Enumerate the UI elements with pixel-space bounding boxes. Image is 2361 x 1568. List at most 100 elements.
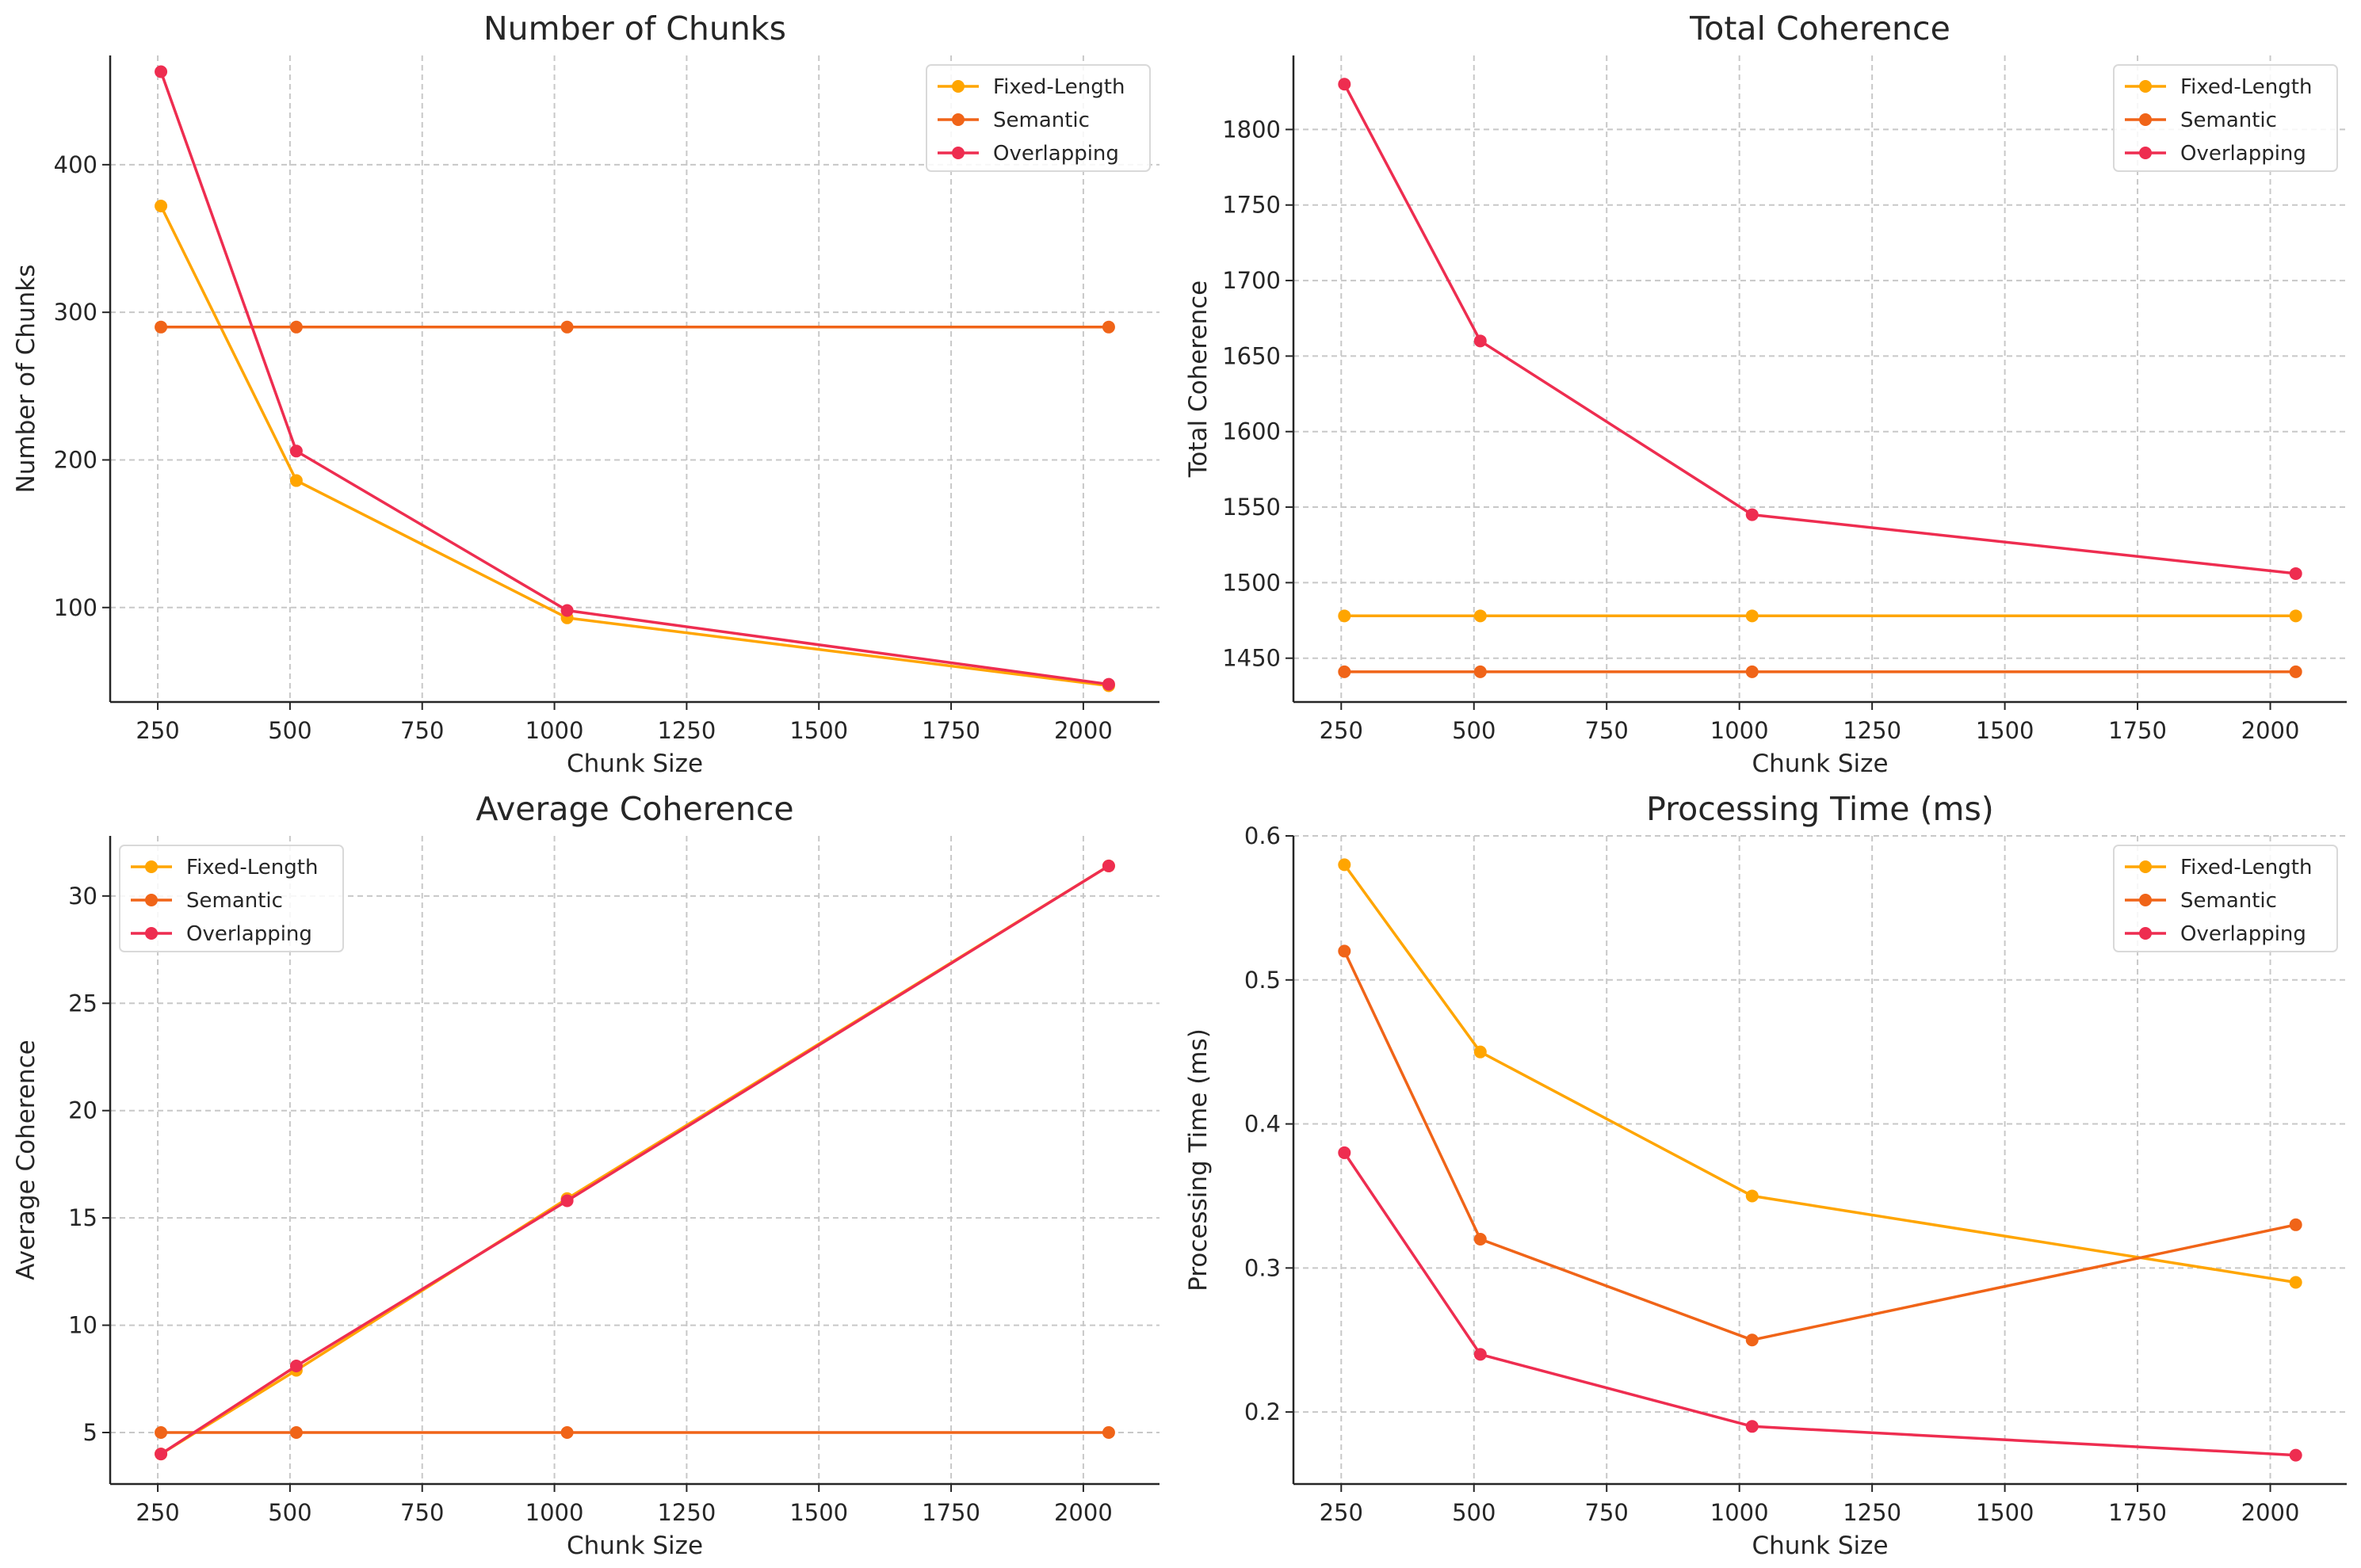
y-tick-label: 200	[54, 446, 97, 473]
y-tick-label: 0.4	[1244, 1111, 1281, 1138]
legend-label: Semantic	[993, 109, 1090, 132]
data-point	[289, 474, 303, 487]
chart-title: Average Coherence	[476, 790, 793, 828]
legend-marker	[145, 860, 158, 873]
chart-panel-2: 250 500 750 1000 1250 1500 1750 2000 1450 1500 155…	[1184, 10, 2347, 778]
data-point	[155, 1448, 168, 1461]
data-point	[1102, 1425, 1115, 1439]
chart-title: Total Coherence	[1689, 10, 1950, 48]
legend-label: Overlapping	[993, 142, 1119, 166]
x-tick-label: 2000	[2241, 717, 2300, 744]
y-tick-label: 0.2	[1244, 1398, 1281, 1425]
data-point	[1338, 78, 1351, 91]
x-tick-label: 1750	[2108, 717, 2167, 744]
chart-panel-1: 250 500 750 1000 1250 1500 1750 2000 100 200 300 40…	[12, 10, 1159, 778]
series-overlapping	[1338, 78, 2302, 580]
x-tick-label: 1500	[1976, 1499, 2034, 1526]
x-tick-label: 1500	[1976, 717, 2034, 744]
y-tick-label: 1550	[1222, 494, 1281, 521]
data-point	[1745, 609, 1759, 623]
x-tick-label: 1750	[2108, 1499, 2167, 1526]
x-tick-label: 1000	[1710, 717, 1769, 744]
x-tick-label: 500	[1452, 717, 1496, 744]
data-point	[1473, 1348, 1487, 1361]
x-tick-label: 1000	[1710, 1499, 1769, 1526]
y-tick-label: 1500	[1222, 569, 1281, 596]
data-point	[289, 444, 303, 458]
series-semantic	[1338, 665, 2302, 678]
data-point	[1473, 1045, 1487, 1059]
x-tick-label: 2000	[1054, 1499, 1113, 1526]
x-tick-label: 2000	[2241, 1499, 2300, 1526]
x-tick-label: 250	[136, 717, 179, 744]
legend-marker	[952, 80, 965, 93]
legend-marker	[2139, 894, 2152, 906]
series-line	[1343, 950, 2297, 1341]
x-axis-label: Chunk Size	[567, 1532, 703, 1560]
x-tick-label: 750	[400, 717, 444, 744]
y-tick-label: 25	[68, 990, 97, 1017]
legend: Fixed-Length Semantic Overlapping	[926, 64, 1151, 172]
series-line	[160, 864, 1110, 1455]
data-point	[1745, 1333, 1759, 1347]
legend-box	[119, 845, 344, 952]
data-point	[1102, 320, 1115, 334]
x-tick-label: 250	[136, 1499, 179, 1526]
legend-box	[2113, 845, 2338, 952]
legend-marker	[952, 147, 965, 159]
data-point	[560, 1425, 574, 1439]
data-point	[2289, 1276, 2302, 1289]
y-axis-label: Total Coherence	[1184, 280, 1213, 478]
series-line	[1343, 83, 2296, 575]
series-fixed-length	[1338, 858, 2302, 1289]
data-point	[560, 604, 574, 617]
x-tick-label: 2000	[1054, 717, 1113, 744]
series-semantic	[155, 320, 1115, 334]
series-fixed-length	[1338, 609, 2302, 623]
x-axis-label: Chunk Size	[1752, 1532, 1888, 1560]
x-tick-label: 1750	[922, 717, 980, 744]
series-semantic	[1338, 944, 2302, 1347]
y-tick-label: 1750	[1222, 192, 1281, 219]
y-tick-label: 30	[68, 883, 97, 910]
data-point	[2289, 665, 2302, 678]
legend-marker	[952, 113, 965, 126]
data-point	[289, 1425, 303, 1439]
y-tick-label: 1700	[1222, 267, 1281, 294]
x-tick-label: 500	[1452, 1499, 1496, 1526]
y-tick-label: 1650	[1222, 342, 1281, 369]
x-tick-label: 500	[268, 1499, 311, 1526]
data-point	[1473, 609, 1487, 623]
x-tick-label: 1000	[525, 717, 584, 744]
data-point	[1338, 1146, 1351, 1159]
data-point	[2289, 567, 2302, 580]
legend-label: Semantic	[2180, 889, 2277, 913]
legend-box	[2113, 64, 2338, 172]
y-tick-label: 5	[83, 1419, 97, 1446]
series-line	[159, 71, 1110, 686]
x-axis-label: Chunk Size	[1752, 750, 1888, 778]
data-point	[2289, 609, 2302, 623]
y-axis-label: Number of Chunks	[12, 265, 40, 494]
y-tick-label: 20	[68, 1097, 97, 1124]
y-tick-label: 1600	[1222, 418, 1281, 445]
x-tick-label: 1500	[789, 1499, 848, 1526]
chart-panel-4: 250 500 750 1000 1250 1500 1750 2000 0.2 0.3 0.4 0.…	[1184, 790, 2347, 1560]
data-point	[155, 200, 168, 213]
chart-panel-3: 250 500 750 1000 1250 1500 1750 2000 5 10 15 20 25 30…	[12, 790, 1159, 1560]
data-point	[1473, 1232, 1487, 1246]
series-overlapping	[155, 859, 1115, 1461]
y-tick-label: 0.5	[1244, 967, 1281, 994]
y-tick-label: 1450	[1222, 645, 1281, 672]
legend-marker	[2139, 860, 2152, 873]
y-tick-label: 10	[68, 1312, 97, 1339]
series-line	[1343, 1151, 2296, 1457]
data-point	[1745, 508, 1759, 521]
data-point	[1473, 334, 1487, 348]
x-tick-label: 500	[268, 717, 311, 744]
legend-label: Semantic	[186, 889, 283, 913]
legend-marker	[2139, 927, 2152, 940]
data-point	[155, 320, 168, 334]
x-tick-label: 750	[400, 1499, 444, 1526]
